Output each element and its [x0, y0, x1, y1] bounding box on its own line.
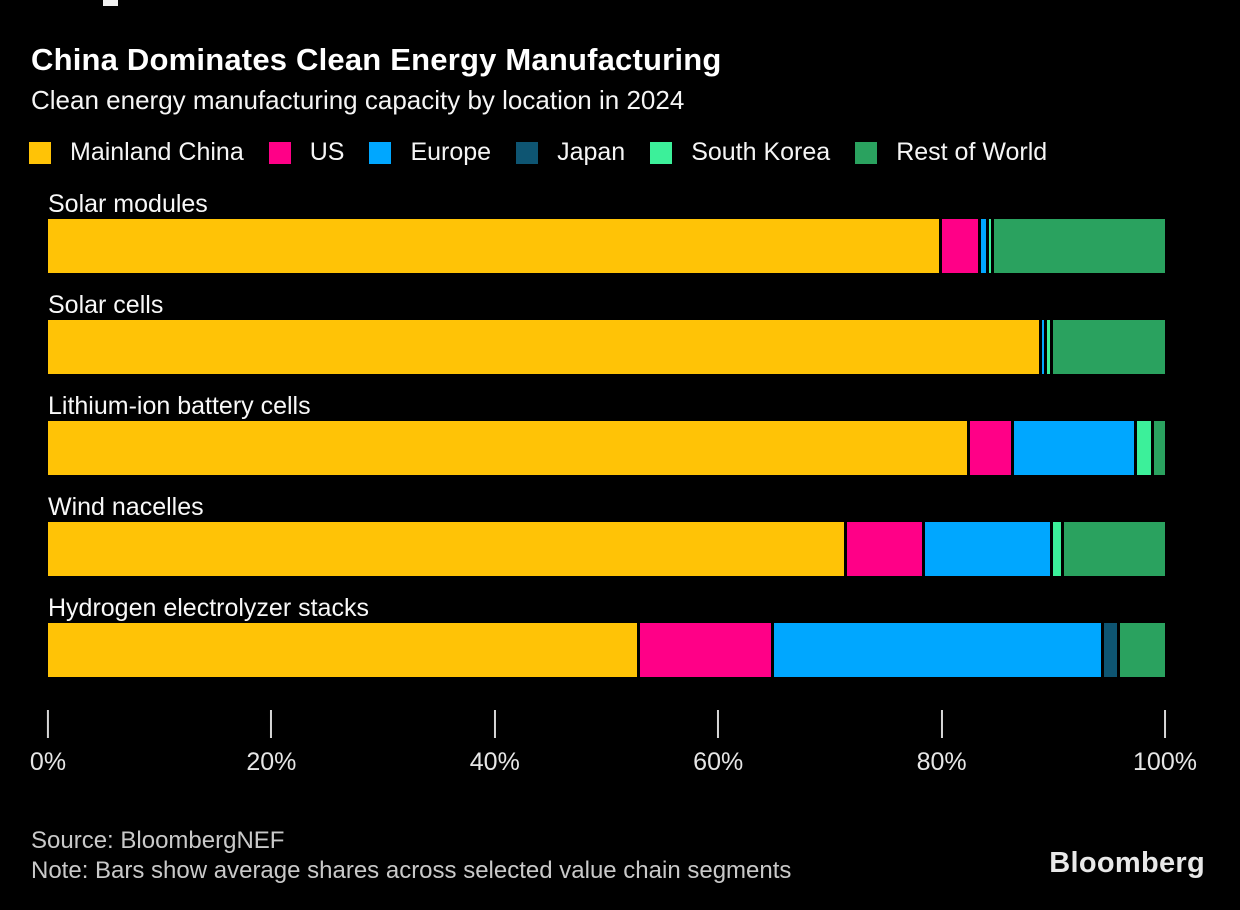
x-tick-0: 0%	[30, 710, 66, 777]
chart-title: China Dominates Clean Energy Manufacturi…	[31, 42, 722, 77]
chart: Solar modules Solar cells Lithium-ion batt…	[48, 190, 1165, 695]
bar-row-solar-modules	[48, 219, 1165, 273]
bar-segment-mainland-china	[48, 421, 970, 475]
legend: Mainland China US Europe Japan South Korea Re…	[29, 138, 1047, 167]
x-tick-label: 0%	[29, 748, 67, 776]
x-tick-mark	[493, 710, 496, 738]
legend-label: Japan	[557, 138, 626, 166]
x-tick-mark	[270, 710, 273, 738]
legend-swatch-europe	[369, 141, 392, 164]
x-tick-mark	[1163, 710, 1166, 738]
bar-segment-rest-of-world	[994, 219, 1165, 273]
bar-segment-europe	[774, 623, 1104, 677]
bloomberg-logo: Bloomberg	[1049, 847, 1205, 879]
bar-segment-us	[941, 219, 981, 273]
legend-swatch-us	[268, 141, 291, 164]
bar-group-solar-modules: Solar modules	[48, 190, 1165, 273]
bar-segment-mainland-china	[48, 320, 1043, 374]
bar-segment-south-korea	[988, 219, 995, 273]
x-tick-label: 40%	[469, 748, 520, 776]
legend-swatch-mainland-china	[29, 141, 51, 164]
x-axis: 0% 20% 40% 60% 80% 100%	[30, 710, 1197, 782]
bar-row-hydrogen-electrolyzer-stacks	[48, 623, 1165, 677]
legend-label: South Korea	[691, 138, 831, 166]
x-tick-20: 20%	[246, 710, 296, 777]
bar-segment-us	[969, 421, 1015, 475]
bar-row-solar-cells	[48, 320, 1165, 374]
legend-item-south-korea: South Korea	[650, 138, 830, 167]
bar-segment-south-korea	[1053, 522, 1065, 576]
x-tick-mark	[717, 710, 720, 738]
x-tick-label: 20%	[246, 748, 297, 776]
legend-item-rest-of-world: Rest of World	[855, 138, 1047, 167]
x-tick-100: 100%	[1133, 710, 1197, 777]
x-tick-label: 80%	[916, 748, 967, 776]
x-tick-mark	[46, 710, 49, 738]
legend-label: Mainland China	[70, 138, 244, 166]
bar-segment-europe	[1014, 421, 1138, 475]
bar-segment-europe	[924, 522, 1054, 576]
x-tick-60: 60%	[693, 710, 743, 777]
legend-swatch-rest-of-world	[855, 141, 878, 164]
legend-label: Europe	[410, 138, 492, 166]
bar-label-solar-modules: Solar modules	[48, 190, 208, 218]
legend-label: US	[309, 138, 345, 166]
legend-item-us: US	[268, 138, 345, 167]
bar-segment-rest-of-world	[1153, 421, 1165, 475]
source-text: Source: BloombergNEF	[31, 827, 285, 854]
legend-swatch-japan	[516, 141, 539, 164]
chart-subtitle: Clean energy manufacturing capacity by l…	[31, 85, 685, 115]
screenshot-artifact	[103, 0, 118, 6]
legend-item-mainland-china: Mainland China	[29, 138, 244, 167]
bar-segment-europe	[980, 219, 989, 273]
legend-item-europe: Europe	[369, 138, 491, 167]
bar-label-hydrogen-electrolyzer-stacks: Hydrogen electrolyzer stacks	[48, 594, 369, 622]
legend-label: Rest of World	[896, 138, 1048, 166]
x-tick-label: 100%	[1133, 748, 1197, 776]
bar-segment-rest-of-world	[1053, 320, 1165, 374]
legend-item-japan: Japan	[516, 138, 625, 167]
bar-label-wind-nacelles: Wind nacelles	[48, 493, 204, 521]
note-text: Note: Bars show average shares across se…	[31, 857, 792, 884]
bar-segment-mainland-china	[48, 219, 942, 273]
bar-segment-mainland-china	[48, 623, 640, 677]
x-tick-label: 60%	[693, 748, 744, 776]
bar-segment-rest-of-world	[1064, 522, 1165, 576]
bar-segment-us	[640, 623, 775, 677]
bar-segment-rest-of-world	[1120, 623, 1165, 677]
bar-row-wind-nacelles	[48, 522, 1165, 576]
bar-label-lithium-ion-battery-cells: Lithium-ion battery cells	[48, 392, 311, 420]
bar-group-wind-nacelles: Wind nacelles	[48, 493, 1165, 576]
bar-group-lithium-ion-battery-cells: Lithium-ion battery cells	[48, 392, 1165, 475]
bar-group-solar-cells: Solar cells	[48, 291, 1165, 374]
x-tick-80: 80%	[917, 710, 967, 777]
bar-segment-europe	[1042, 320, 1047, 374]
bar-row-lithium-ion-battery-cells	[48, 421, 1165, 475]
legend-swatch-south-korea	[650, 141, 673, 164]
x-tick-40: 40%	[470, 710, 520, 777]
bar-segment-mainland-china	[48, 522, 847, 576]
bar-segment-south-korea	[1137, 421, 1154, 475]
bar-segment-south-korea	[1046, 320, 1054, 374]
bar-segment-us	[846, 522, 925, 576]
x-tick-mark	[940, 710, 943, 738]
bar-label-solar-cells: Solar cells	[48, 291, 164, 319]
bar-segment-japan	[1103, 623, 1121, 677]
bar-group-hydrogen-electrolyzer-stacks: Hydrogen electrolyzer stacks	[48, 594, 1165, 677]
